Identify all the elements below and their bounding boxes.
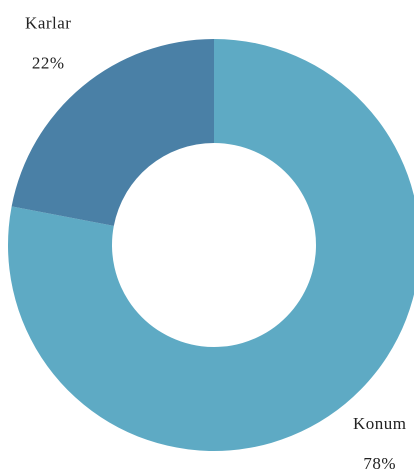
slice-value-label: 78% bbox=[363, 454, 396, 473]
donut-slice bbox=[11, 39, 214, 226]
slice-label: Konum bbox=[353, 414, 407, 433]
donut-slice bbox=[8, 39, 414, 451]
slice-label: Karlar bbox=[25, 14, 71, 33]
slice-value-label: 22% bbox=[32, 54, 65, 73]
